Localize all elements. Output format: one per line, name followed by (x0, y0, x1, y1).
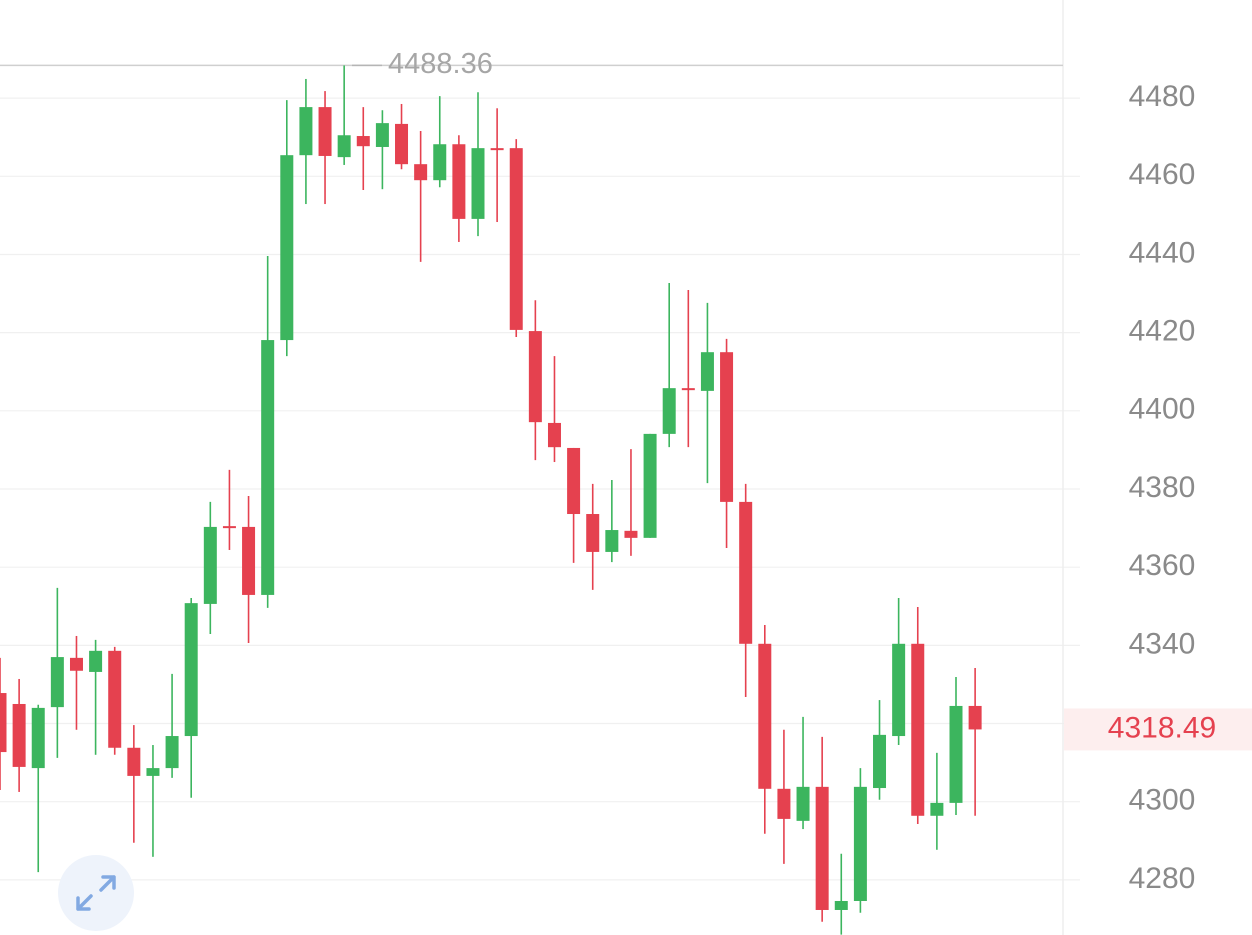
candle-body (222, 526, 236, 529)
candle-body (949, 705, 963, 803)
y-tick-label: 4300 (1129, 784, 1196, 817)
candle-body (643, 433, 657, 538)
candle-body (853, 786, 867, 901)
candle-body (968, 705, 982, 730)
candle-body (414, 164, 428, 181)
candle-body (299, 107, 313, 156)
candle-body (892, 643, 906, 737)
candle-body (184, 603, 198, 737)
last-price-label: 4318.49 (1108, 711, 1216, 744)
high-marker-label: 4488.36 (388, 48, 493, 80)
expand-icon[interactable] (76, 875, 116, 911)
candle-body (567, 447, 581, 515)
y-tick-label: 4380 (1129, 471, 1196, 504)
candle-body (681, 388, 695, 391)
candle-body (777, 788, 791, 819)
candle-body (911, 643, 925, 816)
candle-body (69, 657, 83, 671)
y-tick-label: 4280 (1129, 862, 1196, 895)
y-tick-label: 4440 (1129, 236, 1196, 269)
candle-body (471, 148, 485, 219)
candle-body (873, 734, 887, 789)
y-tick-label: 4340 (1129, 627, 1196, 660)
candle-body (280, 155, 294, 341)
candle-body (127, 747, 141, 776)
candle-body (108, 650, 122, 748)
y-tick-label: 4460 (1129, 158, 1196, 191)
candle-body (930, 802, 944, 816)
candle-body (700, 352, 714, 391)
candle-body (318, 107, 332, 156)
candle-body (720, 352, 734, 502)
y-tick-label: 4480 (1129, 80, 1196, 113)
candle-body (452, 144, 466, 219)
candle-body (758, 643, 772, 789)
candle-body (165, 736, 179, 769)
candle-body (605, 530, 619, 552)
candle-body (242, 526, 256, 595)
candle-body (261, 340, 275, 595)
candle-body (815, 786, 829, 910)
candle-body (203, 526, 217, 604)
candle-body (624, 530, 638, 538)
candle-body (662, 388, 676, 434)
candle-body (146, 768, 160, 776)
y-tick-label: 4420 (1129, 315, 1196, 348)
candle-body (528, 331, 542, 423)
candle-body (12, 703, 26, 767)
candle-body (796, 786, 810, 821)
expand-button[interactable] (58, 855, 134, 931)
candle-body (834, 900, 848, 910)
candle-body (490, 148, 504, 151)
y-tick-label: 4360 (1129, 549, 1196, 582)
candle-body (547, 422, 561, 448)
candle-body (356, 136, 370, 147)
candle-body (50, 657, 64, 708)
candle-body (739, 501, 753, 644)
expand-button-bg[interactable] (58, 855, 134, 931)
last-price-bg (1064, 708, 1252, 751)
candle-body (395, 123, 409, 165)
candle-body (509, 148, 523, 330)
candle-body (586, 514, 600, 552)
y-tick-label: 4400 (1129, 393, 1196, 426)
candle-body (337, 135, 351, 158)
candle-body (31, 707, 45, 769)
candle-body (375, 123, 389, 147)
candle-body (89, 650, 103, 672)
candle-body (433, 144, 447, 181)
candle-body (0, 693, 7, 753)
